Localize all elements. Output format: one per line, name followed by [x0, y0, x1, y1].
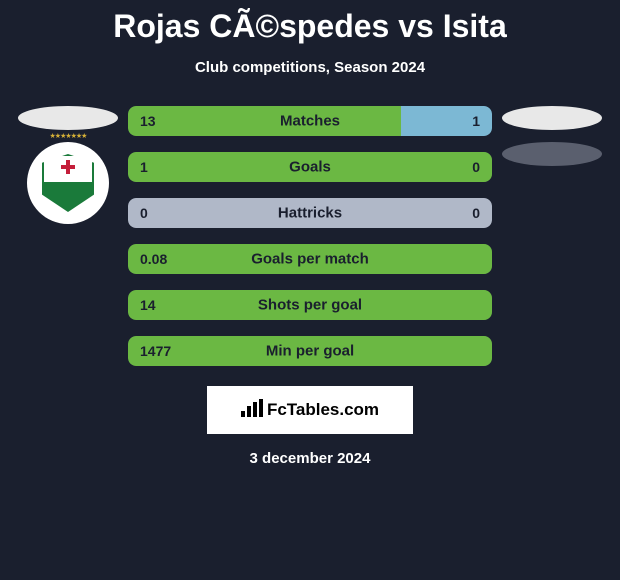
- cross-icon: [61, 160, 75, 174]
- stat-value-left: 0: [140, 205, 148, 221]
- stat-value-left: 13: [140, 113, 156, 129]
- team2-placeholder-icon: [502, 142, 602, 166]
- watermark: FcTables.com: [207, 386, 413, 434]
- stat-bar-left: [128, 106, 401, 136]
- stat-value-right: 0: [472, 159, 480, 175]
- page-title: Rojas CÃ©spedes vs Isita: [0, 0, 620, 45]
- stat-bar-row: 0.08 Goals per match: [128, 244, 492, 274]
- stats-bars: 13 Matches 1 1 Goals 0 0 Hattricks 0 0.08 Goals pe…: [128, 106, 492, 366]
- stat-label: Hattricks: [278, 205, 342, 222]
- stat-bar-row: 1477 Min per goal: [128, 336, 492, 366]
- date-text: 3 december 2024: [0, 450, 620, 467]
- player2-placeholder-icon: [502, 106, 602, 130]
- stat-bar-row: 14 Shots per goal: [128, 290, 492, 320]
- player1-placeholder-icon: [18, 106, 118, 130]
- stat-value-left: 0.08: [140, 251, 167, 267]
- stat-value-left: 14: [140, 297, 156, 313]
- stat-label: Matches: [280, 113, 340, 130]
- badge-stars-icon: ★★★★★★★: [50, 132, 87, 140]
- team1-badge: ★★★★★★★: [27, 142, 109, 224]
- chart-icon: [241, 399, 263, 422]
- stat-value-left: 1477: [140, 343, 171, 359]
- stat-label: Shots per goal: [258, 297, 362, 314]
- stat-label: Min per goal: [266, 343, 354, 360]
- stat-bar-row: 13 Matches 1: [128, 106, 492, 136]
- stat-label: Goals: [289, 159, 331, 176]
- left-player-col: ★★★★★★★: [8, 106, 128, 366]
- watermark-text: FcTables.com: [267, 400, 379, 420]
- stat-value-left: 1: [140, 159, 148, 175]
- main-content: ★★★★★★★ 13 Matches 1 1 Goals 0 0 Hattricks 0 0.08…: [0, 106, 620, 366]
- page-subtitle: Club competitions, Season 2024: [0, 59, 620, 76]
- stat-value-right: 0: [472, 205, 480, 221]
- stat-bar-row: 0 Hattricks 0: [128, 198, 492, 228]
- right-player-col: [492, 106, 612, 366]
- stat-bar-row: 1 Goals 0: [128, 152, 492, 182]
- stat-label: Goals per match: [251, 251, 369, 268]
- stat-value-right: 1: [472, 113, 480, 129]
